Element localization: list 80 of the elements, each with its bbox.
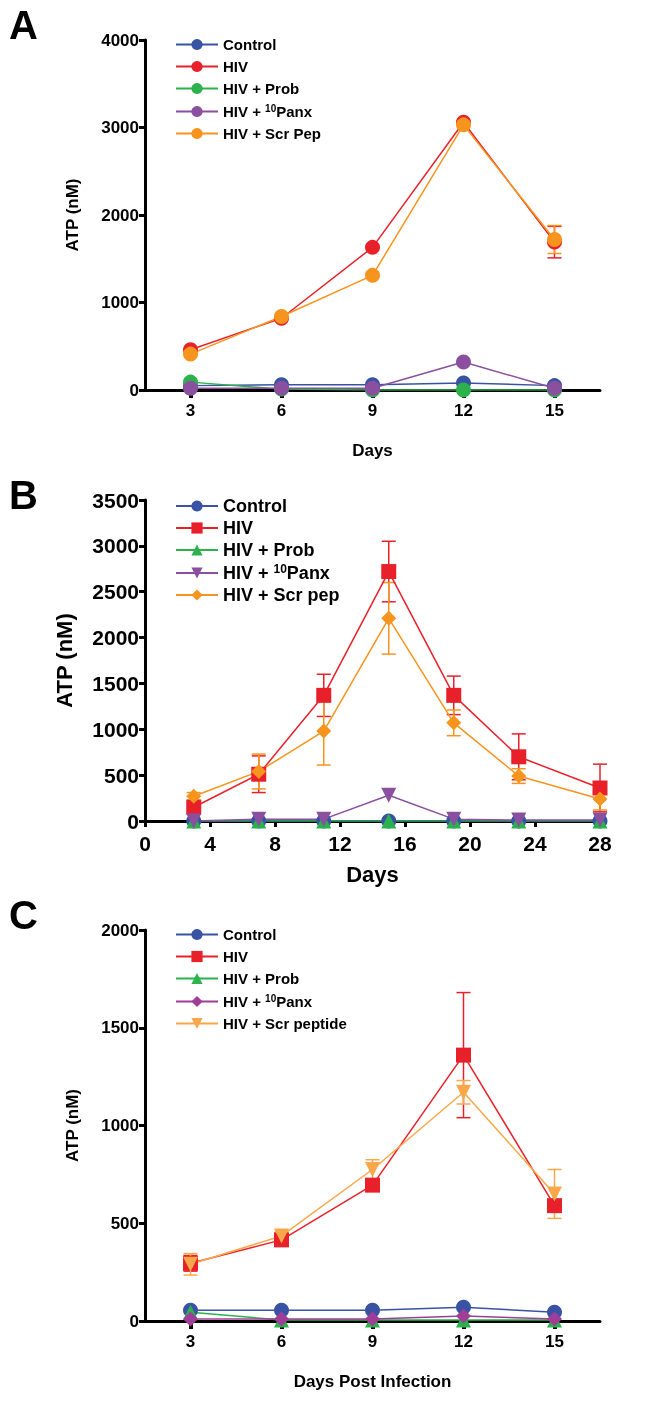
- y-tick-label: 500: [110, 1213, 139, 1233]
- point: [547, 1186, 562, 1202]
- y-tick-label: 2000: [92, 626, 139, 650]
- chart-title: C: [9, 893, 38, 937]
- x-axis-title: Days: [346, 861, 399, 887]
- y-tick-label: 3500: [92, 488, 139, 512]
- point: [365, 1177, 380, 1193]
- x-tick-label: 16: [393, 832, 417, 855]
- y-tick-label: 3000: [92, 534, 139, 558]
- x-tick-label: 6: [276, 401, 287, 420]
- x-axis-title: Days Post Infection: [293, 1372, 452, 1391]
- x-tick-label: 4: [204, 832, 217, 855]
- point: [381, 787, 397, 803]
- y-tick-label: 4000: [101, 30, 139, 50]
- y-tick-label: 1000: [101, 1116, 139, 1135]
- y-axis-title: ATP (nM): [63, 1088, 82, 1163]
- legend-label: HIV: [223, 58, 249, 75]
- x-tick-label: 6: [276, 1332, 287, 1351]
- point: [316, 687, 332, 703]
- point: [316, 723, 332, 739]
- legend-label: HIV + Scr Pep: [223, 125, 321, 142]
- y-tick-label: 3000: [101, 118, 139, 137]
- y-axis-title: ATP (nM): [51, 613, 77, 708]
- point: [456, 1084, 471, 1100]
- point: [456, 382, 471, 398]
- y-tick-label: 1500: [92, 671, 139, 695]
- x-axis-title: Days: [352, 441, 393, 460]
- point: [547, 1198, 562, 1214]
- point: [446, 715, 462, 731]
- point: [592, 780, 608, 796]
- legend-label: HIV: [223, 948, 249, 965]
- y-axis-title: ATP (nM): [63, 178, 82, 252]
- x-tick-label: 3: [185, 1332, 196, 1351]
- x-tick-label: 9: [367, 401, 378, 420]
- y-tick-label: 1000: [101, 293, 139, 312]
- y-tick-label: 500: [103, 763, 139, 787]
- point: [511, 749, 527, 765]
- x-tick-label: 12: [328, 832, 352, 855]
- chart-title: A: [9, 3, 38, 47]
- point: [274, 1228, 289, 1244]
- point: [183, 1311, 198, 1327]
- x-tick-label: 24: [523, 832, 547, 855]
- chart-title: B: [9, 473, 38, 517]
- y-tick-label: 1500: [101, 1018, 139, 1038]
- point: [456, 1308, 471, 1324]
- y-tick-label: 2500: [92, 580, 139, 604]
- x-tick-label: 12: [454, 1332, 473, 1351]
- legend-label: HIV + Scr pep: [223, 585, 340, 605]
- point: [365, 239, 380, 255]
- y-tick-label: 0: [129, 1311, 139, 1331]
- x-tick-label: 15: [545, 1332, 564, 1351]
- y-tick-label: 0: [127, 809, 139, 833]
- legend-label: HIV + Scr peptide: [223, 1015, 347, 1032]
- point: [365, 267, 380, 283]
- point: [456, 1047, 471, 1063]
- y-tick-label: 2000: [101, 205, 139, 225]
- legend-label: Control: [223, 36, 277, 53]
- x-tick-label: 9: [367, 1332, 378, 1351]
- legend-label: HIV + Prob: [223, 970, 300, 987]
- y-tick-label: 2000: [101, 920, 139, 940]
- x-tick-label: 8: [269, 832, 282, 855]
- legend-label: HIV: [223, 518, 254, 538]
- legend-label: Control: [223, 496, 287, 516]
- y-tick-label: 1000: [92, 717, 139, 741]
- point: [446, 687, 462, 703]
- point: [456, 354, 471, 370]
- point: [381, 610, 397, 626]
- x-tick-label: 15: [545, 401, 564, 420]
- y-tick-label: 0: [129, 380, 139, 400]
- point: [365, 1161, 380, 1177]
- legend-label: Control: [223, 926, 277, 943]
- x-tick-label: 20: [458, 832, 482, 855]
- point: [183, 346, 198, 362]
- x-tick-label: 3: [185, 401, 196, 420]
- x-tick-label: 12: [454, 401, 473, 420]
- legend-label: HIV + Prob: [223, 80, 300, 97]
- legend-label: HIV + Prob: [223, 540, 315, 560]
- point: [381, 564, 397, 580]
- x-tick-label: 28: [588, 832, 612, 855]
- point: [592, 791, 608, 807]
